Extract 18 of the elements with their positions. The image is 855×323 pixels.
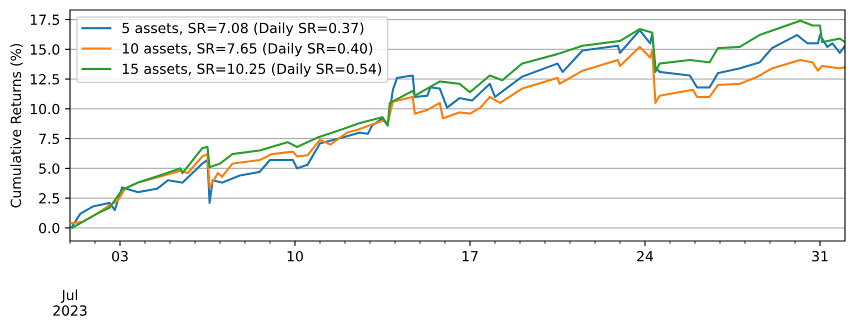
x-tick-label: 10	[288, 250, 303, 262]
y-tick-label: 5.0	[39, 163, 60, 174]
x-tick-label: 24	[637, 250, 654, 262]
x-tick-label: 03	[112, 250, 128, 262]
legend-label: 10 assets, SR=7.65 (Daily SR=0.40)	[122, 42, 372, 56]
x-tick-label: 31	[812, 250, 828, 262]
y-tick-label: 7.5	[39, 134, 60, 144]
y-tick-label: 17.5	[30, 14, 60, 25]
y-tick-label: 12.5	[30, 74, 60, 85]
y-tick-label: 2.5	[39, 193, 60, 204]
legend-label: 15 assets, SR=10.25 (Daily SR=0.54)	[122, 63, 382, 77]
y-tick-label: 10.0	[30, 104, 60, 114]
legend-label: 5 assets, SR=7.08 (Daily SR=0.37)	[122, 22, 364, 36]
y-axis-title: Cumulative Returns (%)	[10, 44, 23, 208]
y-tick-label: 15.0	[30, 44, 60, 55]
text: Jul 2023	[53, 290, 87, 316]
y-tick-label: 0.0	[39, 222, 60, 234]
x-tick-label: 17	[462, 251, 478, 262]
